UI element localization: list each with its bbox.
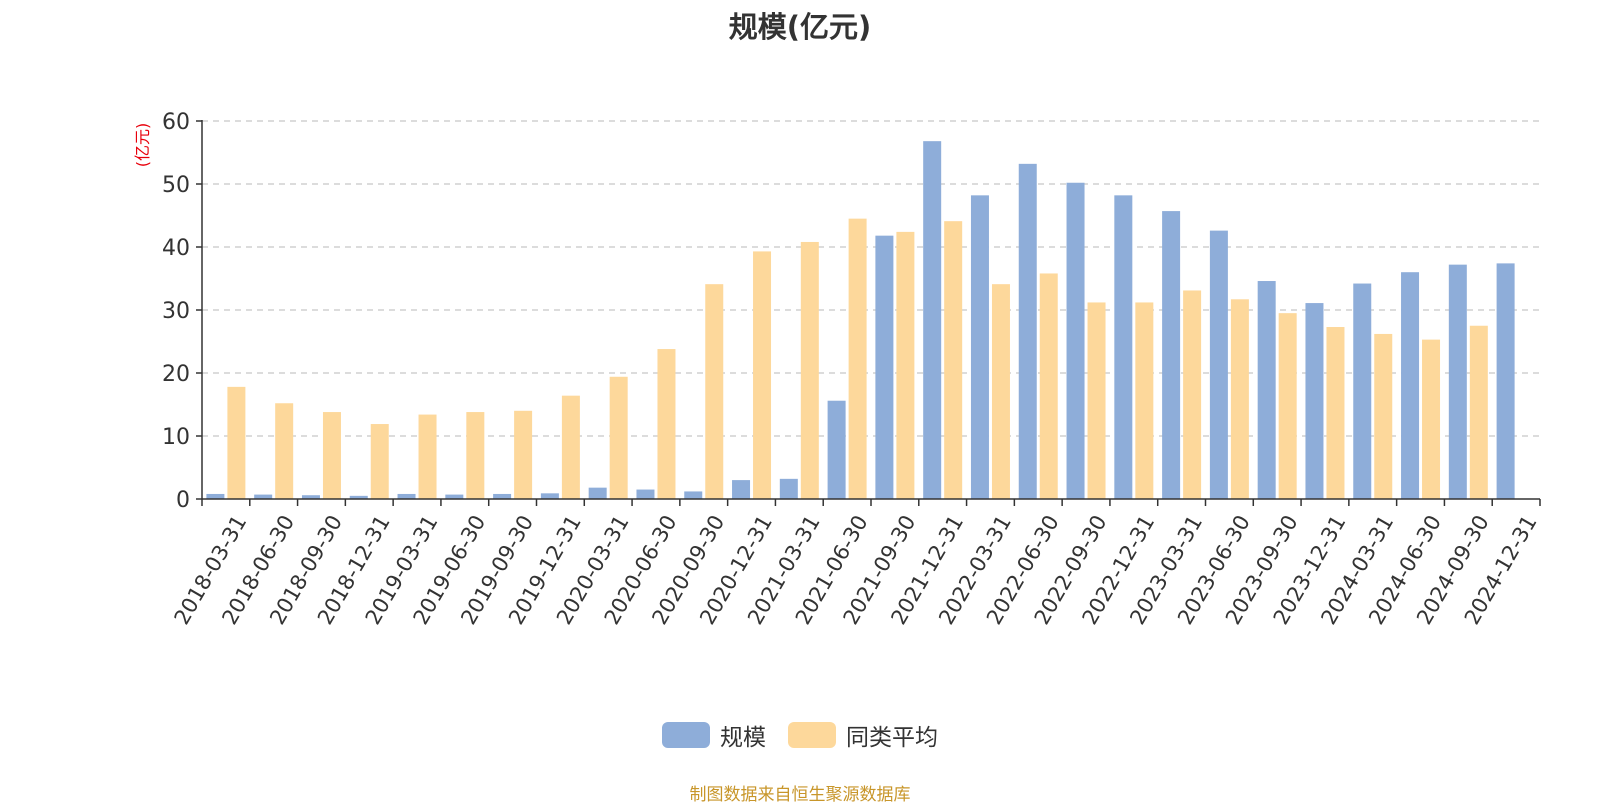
- bar-scale[interactable]: [1114, 195, 1133, 499]
- bar-scale[interactable]: [1018, 163, 1037, 499]
- bar-peer-average[interactable]: [609, 376, 628, 499]
- bar-peer-average[interactable]: [561, 395, 580, 499]
- bar-scale[interactable]: [1401, 272, 1420, 499]
- bar-scale[interactable]: [1448, 264, 1467, 499]
- y-tick-label: 0: [176, 488, 190, 513]
- bar-scale[interactable]: [493, 493, 512, 499]
- legend-swatch-peer-average: [788, 722, 836, 748]
- bar-peer-average[interactable]: [466, 412, 485, 499]
- bar-scale[interactable]: [301, 495, 320, 499]
- bar-peer-average[interactable]: [1135, 302, 1154, 499]
- bar-peer-average[interactable]: [227, 386, 246, 499]
- y-tick-label: 40: [162, 236, 190, 261]
- bar-peer-average[interactable]: [514, 410, 533, 499]
- bar-peer-average[interactable]: [1183, 290, 1202, 499]
- bar-scale[interactable]: [206, 493, 225, 499]
- bar-peer-average[interactable]: [1278, 313, 1297, 499]
- bar-scale[interactable]: [1305, 303, 1324, 499]
- legend-label-peer-average: 同类平均: [846, 725, 938, 751]
- bar-scale[interactable]: [732, 480, 751, 499]
- chart-title: 规模(亿元): [728, 10, 872, 44]
- y-axis-label: (亿元): [133, 123, 152, 168]
- bar-scale[interactable]: [1162, 211, 1181, 499]
- bar-scale[interactable]: [445, 494, 464, 499]
- bar-peer-average[interactable]: [275, 403, 294, 499]
- bar-scale[interactable]: [1209, 230, 1228, 499]
- bar-scale[interactable]: [397, 493, 416, 499]
- bar-peer-average[interactable]: [1230, 299, 1249, 499]
- bar-peer-average[interactable]: [1422, 339, 1441, 499]
- bar-scale[interactable]: [1353, 283, 1372, 499]
- bar-peer-average[interactable]: [1469, 325, 1488, 499]
- y-tick-label: 50: [162, 173, 190, 198]
- y-tick-label: 20: [162, 362, 190, 387]
- bar-scale[interactable]: [923, 141, 942, 499]
- legend: 规模 同类平均: [0, 718, 1600, 752]
- bar-scale[interactable]: [254, 494, 273, 499]
- bar-scale[interactable]: [779, 478, 798, 499]
- bar-scale[interactable]: [588, 487, 607, 499]
- bar-peer-average[interactable]: [944, 221, 963, 500]
- bar-scale[interactable]: [1496, 263, 1515, 499]
- y-tick-label: 60: [162, 110, 190, 135]
- bar-scale[interactable]: [1257, 281, 1276, 499]
- bar-scale[interactable]: [684, 491, 703, 499]
- bar-peer-average[interactable]: [1087, 302, 1106, 499]
- bar-peer-average[interactable]: [753, 251, 772, 499]
- bar-peer-average[interactable]: [800, 241, 819, 499]
- bar-peer-average[interactable]: [705, 284, 724, 499]
- bar-peer-average[interactable]: [848, 218, 867, 499]
- bar-scale[interactable]: [875, 235, 894, 499]
- bar-scale[interactable]: [540, 493, 559, 499]
- bar-peer-average[interactable]: [896, 231, 915, 499]
- bar-peer-average[interactable]: [991, 284, 1010, 499]
- legend-item-peer-average[interactable]: 同类平均: [788, 718, 938, 752]
- y-tick-label: 30: [162, 299, 190, 324]
- legend-item-scale[interactable]: 规模: [662, 718, 766, 752]
- bar-peer-average[interactable]: [370, 424, 389, 499]
- bar-peer-average[interactable]: [418, 414, 437, 499]
- legend-swatch-scale: [662, 722, 710, 748]
- bar-peer-average[interactable]: [1326, 327, 1345, 499]
- y-tick-label: 10: [162, 425, 190, 450]
- bar-peer-average[interactable]: [657, 349, 676, 499]
- bar-scale[interactable]: [970, 195, 989, 499]
- bar-scale[interactable]: [349, 495, 368, 499]
- bar-scale[interactable]: [636, 489, 655, 499]
- legend-label-scale: 规模: [720, 725, 766, 751]
- bar-peer-average[interactable]: [1374, 333, 1393, 499]
- bar-peer-average[interactable]: [322, 412, 341, 499]
- bar-peer-average[interactable]: [1039, 273, 1058, 499]
- source-note: 制图数据来自恒生聚源数据库: [689, 785, 911, 805]
- bar-scale[interactable]: [827, 400, 846, 499]
- bar-scale[interactable]: [1066, 182, 1085, 500]
- bars: [206, 141, 1515, 500]
